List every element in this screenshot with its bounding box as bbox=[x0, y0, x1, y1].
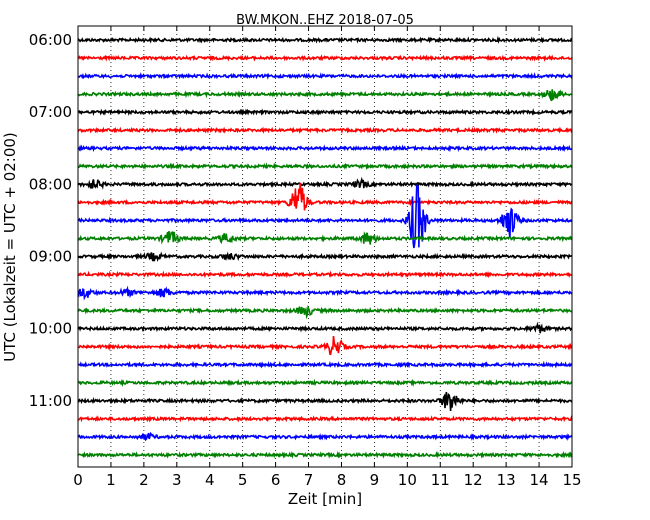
x-tick-label: 9 bbox=[370, 471, 380, 489]
chart-title: BW.MKON..EHZ 2018-07-05 bbox=[236, 13, 414, 28]
seismic-trace bbox=[77, 270, 573, 279]
x-tick-label: 12 bbox=[464, 471, 483, 489]
x-tick-label: 4 bbox=[205, 471, 215, 489]
seismic-trace bbox=[77, 182, 573, 211]
seismic-trace bbox=[77, 360, 573, 369]
x-tick-label: 8 bbox=[337, 471, 347, 489]
x-tick-label: 15 bbox=[562, 471, 581, 489]
y-tick-label: 10:00 bbox=[29, 320, 72, 338]
y-axis-label: UTC (Lokalzeit = UTC + 02:00) bbox=[1, 132, 19, 362]
seismic-trace bbox=[77, 144, 573, 153]
seismic-trace bbox=[77, 251, 573, 262]
x-tick-label: 10 bbox=[398, 471, 417, 489]
seismic-trace bbox=[77, 305, 572, 320]
grid-lines bbox=[110, 26, 540, 467]
seismic-trace bbox=[77, 415, 573, 423]
y-tick-label: 07:00 bbox=[29, 103, 72, 121]
seismic-trace bbox=[77, 450, 573, 459]
y-tick-label: 09:00 bbox=[29, 247, 72, 265]
y-axis: 06:00 07:00 08:00 09:00 10:00 11:00 bbox=[29, 31, 83, 410]
seismic-trace bbox=[77, 72, 573, 80]
seismic-trace bbox=[78, 54, 573, 63]
x-tick-label: 6 bbox=[271, 471, 281, 489]
x-tick-label: 7 bbox=[304, 471, 314, 489]
seismic-trace bbox=[77, 35, 573, 44]
x-tick-label: 2 bbox=[139, 471, 149, 489]
x-tick-label: 5 bbox=[238, 471, 248, 489]
y-tick-label: 06:00 bbox=[29, 31, 72, 49]
seismic-trace bbox=[77, 183, 573, 249]
seismic-trace bbox=[77, 285, 573, 301]
seismic-trace bbox=[77, 391, 573, 411]
seismic-trace bbox=[77, 162, 573, 171]
plot-frame bbox=[77, 25, 573, 468]
x-tick-label: 11 bbox=[431, 471, 450, 489]
x-tick-label: 13 bbox=[497, 471, 516, 489]
seismic-trace bbox=[77, 321, 573, 334]
x-tick-label: 0 bbox=[73, 471, 83, 489]
seismic-traces bbox=[77, 35, 573, 459]
x-tick-label: 1 bbox=[106, 471, 116, 489]
y-tick-label: 08:00 bbox=[29, 175, 72, 193]
x-axis-label: Zeit [min] bbox=[288, 490, 362, 508]
y-tick-label: 11:00 bbox=[29, 392, 72, 410]
x-tick-label: 3 bbox=[172, 471, 182, 489]
seismic-trace bbox=[77, 378, 573, 388]
seismic-trace bbox=[77, 176, 573, 190]
seismic-trace bbox=[77, 431, 573, 442]
x-tick-label: 14 bbox=[530, 471, 549, 489]
seismic-trace bbox=[77, 89, 573, 102]
seismic-trace bbox=[77, 108, 573, 117]
x-axis: 0 1 2 3 4 5 6 7 8 9 10 11 12 13 14 15 bbox=[73, 26, 582, 489]
seismic-trace bbox=[77, 126, 573, 135]
seismic-trace bbox=[77, 336, 573, 356]
seismic-trace bbox=[77, 231, 573, 245]
